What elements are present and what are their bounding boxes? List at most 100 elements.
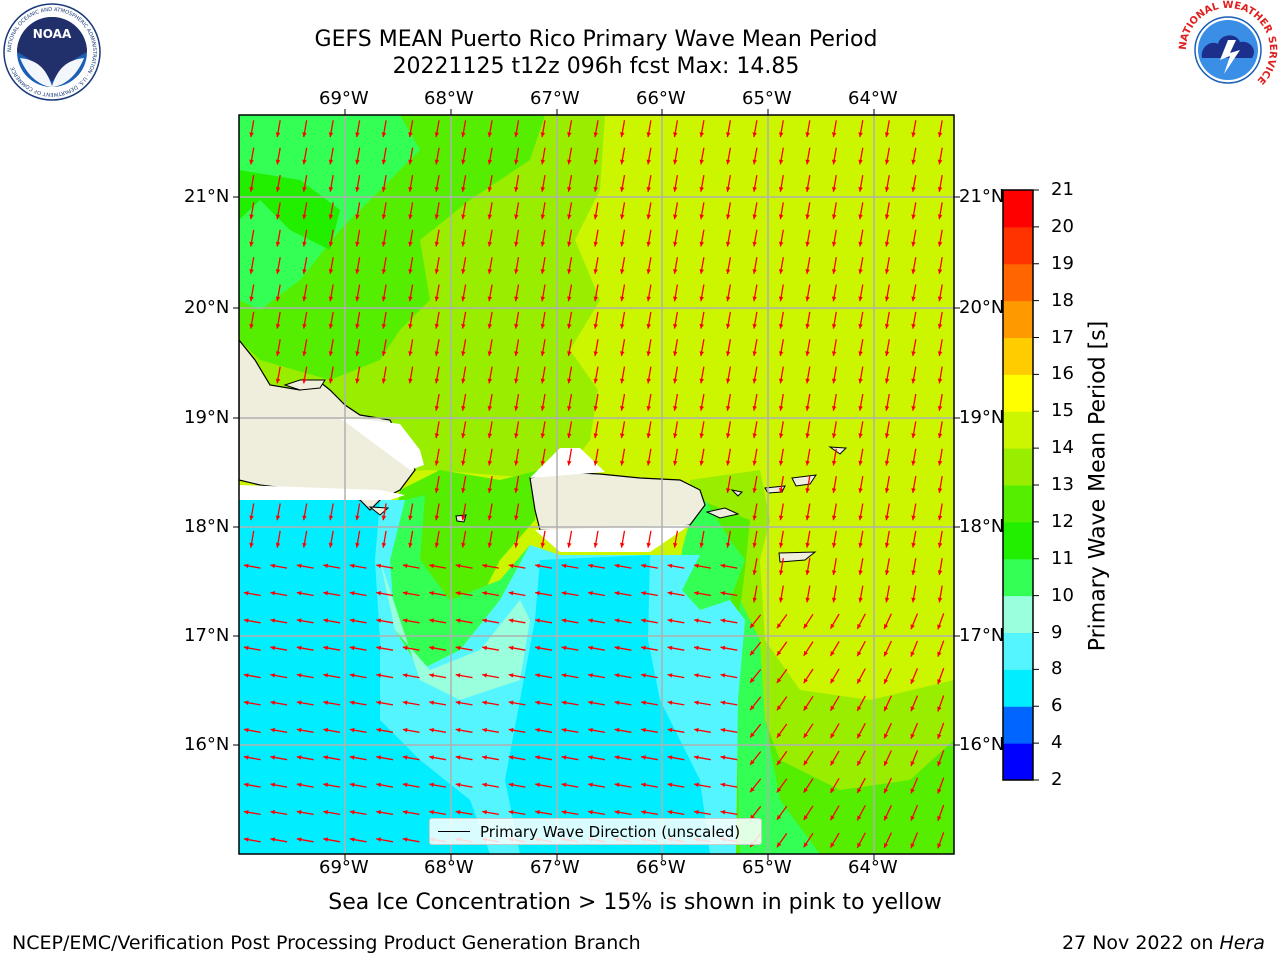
wave-arrow-head bbox=[750, 650, 755, 656]
wave-arrow-head bbox=[593, 241, 598, 247]
wave-arrow-head bbox=[620, 187, 625, 192]
wave-arrow-head bbox=[567, 406, 572, 411]
wave-arrow-head bbox=[540, 323, 546, 329]
wave-arrow-head bbox=[402, 645, 408, 651]
wave-arrow-head bbox=[750, 787, 755, 793]
wave-arrow-head bbox=[567, 542, 572, 548]
wave-arrow-head bbox=[482, 673, 487, 678]
wave-arrow-head bbox=[429, 645, 434, 651]
colorbar-tick-label: 16 bbox=[1051, 363, 1074, 385]
wave-arrow-head bbox=[937, 761, 942, 767]
wave-arrow-head bbox=[588, 727, 593, 733]
wave-arrow-head bbox=[408, 159, 413, 165]
wave-arrow-head bbox=[752, 570, 757, 575]
wave-arrow-head bbox=[455, 700, 461, 705]
anegada-island bbox=[828, 446, 848, 455]
wave-arrow-head bbox=[720, 618, 726, 623]
wave-arrow-head bbox=[487, 515, 493, 521]
wave-arrow-head bbox=[937, 351, 943, 356]
colorbar-segment bbox=[1003, 374, 1033, 412]
wave-arrow-head bbox=[911, 132, 916, 138]
wave-arrow-head bbox=[699, 159, 704, 165]
wave-arrow-head bbox=[508, 673, 514, 678]
wave-arrow-head bbox=[884, 433, 890, 439]
wave-arrow-head bbox=[296, 782, 302, 788]
wave-arrow-head bbox=[402, 755, 408, 760]
wave-arrow-head bbox=[487, 406, 493, 411]
colorbar-tick-label: 21 bbox=[1051, 179, 1074, 200]
wave-arrow-head bbox=[381, 323, 387, 329]
wave-arrow-head bbox=[858, 351, 863, 356]
wave-arrow-head bbox=[408, 241, 413, 247]
wave-arrow-head bbox=[455, 618, 461, 623]
wave-arrow-head bbox=[673, 378, 678, 384]
wave-arrow-head bbox=[673, 241, 678, 247]
wave-arrow-head bbox=[296, 810, 302, 815]
wave-arrow-head bbox=[778, 515, 784, 521]
wave-arrow-head bbox=[805, 542, 810, 548]
wave-arrow-head bbox=[646, 323, 651, 329]
wave-arrow-head bbox=[805, 433, 810, 439]
wave-arrow-head bbox=[831, 378, 837, 384]
wave-arrow-head bbox=[830, 678, 835, 684]
wave-arrow-head bbox=[803, 705, 808, 711]
wave-arrow-head bbox=[487, 296, 493, 302]
wave-arrow-head bbox=[805, 351, 810, 356]
wave-arrow-head bbox=[776, 760, 782, 766]
saona-island bbox=[368, 506, 390, 516]
wave-arrow-head bbox=[593, 296, 598, 302]
wave-arrow-head bbox=[355, 351, 360, 356]
culebra-island bbox=[730, 489, 744, 497]
wave-arrow-head bbox=[778, 542, 784, 548]
wave-arrow-head bbox=[937, 406, 943, 411]
wave-arrow-head bbox=[911, 159, 916, 165]
wave-arrow-head bbox=[884, 269, 890, 274]
wave-arrow-head bbox=[646, 542, 651, 548]
wave-arrow-head bbox=[540, 296, 546, 302]
wave-arrow-head bbox=[776, 814, 782, 820]
wave-arrow-head bbox=[349, 782, 355, 788]
vieques-island bbox=[705, 507, 740, 519]
wave-arrow-head bbox=[328, 241, 334, 247]
colorbar-segment bbox=[1003, 411, 1033, 449]
wave-arrow-head bbox=[593, 542, 598, 548]
wave-arrow-head bbox=[593, 159, 598, 165]
colorbar-tick-label: 19 bbox=[1051, 252, 1074, 274]
mask-hispaniola-south bbox=[239, 485, 405, 500]
wave-arrow-head bbox=[646, 378, 651, 384]
wave-arrow-head bbox=[402, 782, 408, 788]
wave-arrow-head bbox=[302, 323, 307, 329]
wave-arrow-head bbox=[776, 705, 782, 711]
wave-arrow-head bbox=[429, 755, 434, 760]
wave-arrow-head bbox=[776, 732, 782, 738]
colorbar-segment bbox=[1003, 669, 1033, 707]
wave-arrow-head bbox=[482, 810, 487, 815]
wave-arrow-head bbox=[328, 214, 334, 220]
wave-arrow-head bbox=[805, 132, 810, 138]
wave-arrow-head bbox=[620, 214, 625, 220]
wave-arrow-head bbox=[750, 760, 755, 765]
wave-arrow-head bbox=[408, 515, 413, 521]
wave-arrow-head bbox=[381, 214, 387, 220]
colorbar-tick-label: 10 bbox=[1051, 584, 1074, 606]
wave-arrow-head bbox=[699, 187, 704, 192]
wave-arrow-head bbox=[349, 810, 355, 815]
wave-arrow-head bbox=[778, 296, 784, 302]
wave-arrow-head bbox=[487, 269, 493, 274]
wave-arrow-head bbox=[803, 650, 808, 656]
wave-arrow-head bbox=[803, 815, 808, 821]
wave-arrow-head bbox=[349, 837, 355, 842]
wave-arrow-head bbox=[857, 733, 862, 739]
wave-arrow-head bbox=[593, 132, 598, 138]
footer-branch: NCEP/EMC/Verification Post Processing Pr… bbox=[12, 932, 641, 954]
wave-arrow-head bbox=[911, 323, 916, 329]
wave-arrow-head bbox=[487, 132, 493, 138]
colorbar-tick-label: 8 bbox=[1051, 658, 1063, 680]
wave-arrow-head bbox=[803, 760, 808, 766]
wave-arrow-head bbox=[275, 378, 281, 384]
wave-arrow-head bbox=[831, 241, 837, 247]
wave-arrow-head bbox=[270, 727, 276, 733]
wave-arrow-head bbox=[614, 618, 620, 623]
wave-arrow-head bbox=[482, 755, 487, 760]
wave-arrow-head bbox=[620, 132, 625, 138]
